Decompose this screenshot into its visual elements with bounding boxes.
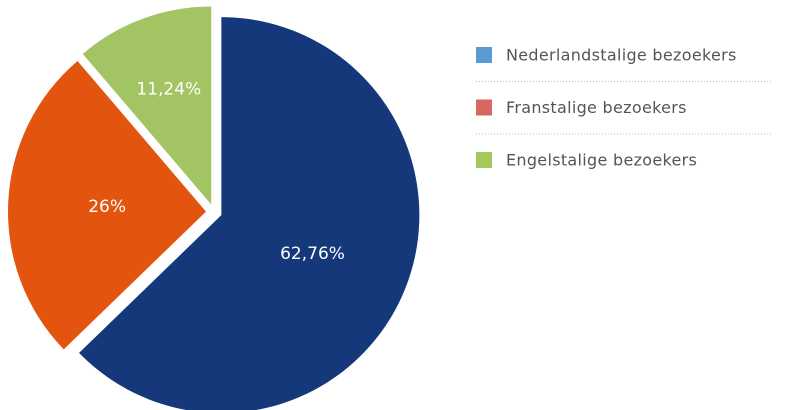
slice-label: 11,24% (136, 79, 201, 99)
legend-swatch (476, 47, 492, 63)
legend-swatch (476, 99, 492, 116)
legend-text: Franstalige bezoekers (506, 98, 687, 117)
legend-text: Nederlandstalige bezoekers (506, 46, 737, 65)
pie-slice (79, 17, 420, 410)
legend-swatch (476, 152, 492, 168)
pie-slice (8, 60, 207, 350)
pie-slice (82, 6, 212, 205)
slice-label: 26% (88, 197, 126, 217)
legend-text: Engelstalige bezoekers (506, 151, 697, 170)
slice-label: 62,76% (280, 244, 345, 264)
